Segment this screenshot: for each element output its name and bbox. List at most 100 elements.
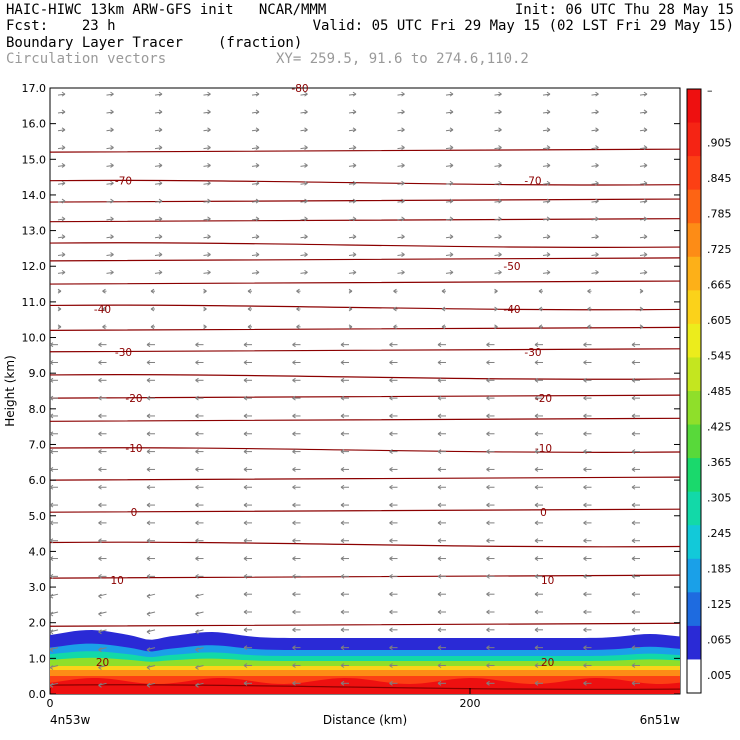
vector-arrow xyxy=(639,254,648,257)
vector-arrowhead xyxy=(534,360,539,365)
vector-arrowhead xyxy=(631,520,636,526)
vector-arrowhead xyxy=(195,360,199,365)
x-end-label: 6n51w xyxy=(640,713,681,727)
colorbar-swatch xyxy=(687,189,701,224)
vector-arrowhead xyxy=(195,431,199,437)
vector-arrowhead xyxy=(340,360,345,365)
vector-arrowhead xyxy=(583,520,587,526)
vector-arrowhead xyxy=(50,342,54,348)
colorbar-frame xyxy=(686,88,702,694)
y-axis-label: Height (km) xyxy=(3,355,17,426)
vector-arrowhead xyxy=(486,431,490,437)
vector-arrowhead xyxy=(583,502,587,508)
vector-arrowhead xyxy=(583,645,587,651)
vector-arrowhead xyxy=(486,360,490,365)
vector-arrowhead xyxy=(631,467,636,472)
vector-arrowhead xyxy=(534,538,539,544)
vector-arrow xyxy=(251,236,260,239)
contour-label-top: -80 xyxy=(291,83,308,95)
vector-arrowhead xyxy=(340,449,345,455)
vector-arrowhead xyxy=(146,395,151,401)
vector-arrowhead xyxy=(393,288,397,294)
vector-arrowhead xyxy=(389,556,393,561)
vector-arrowhead xyxy=(195,538,199,544)
vector-arrowhead xyxy=(437,377,442,383)
vector-arrowhead xyxy=(437,467,442,472)
vector-arrow xyxy=(639,129,648,132)
vector-arrowhead xyxy=(449,127,454,133)
vector-arrowhead xyxy=(98,449,102,455)
vector-arrowhead xyxy=(631,556,636,561)
colorbar-label: .605 xyxy=(707,314,732,327)
vector-arrow xyxy=(154,147,163,150)
vector-arrowhead xyxy=(441,306,446,312)
vector-arrowhead xyxy=(146,611,151,617)
vector-arrowhead xyxy=(195,377,199,383)
vector-arrow xyxy=(203,129,211,132)
vector-arrowhead xyxy=(631,342,636,348)
vector-arrow xyxy=(542,111,551,114)
colorbar-label: .785 xyxy=(707,207,732,220)
vector-arrow xyxy=(348,182,357,185)
vector-arrowhead xyxy=(207,198,211,204)
vector-arrowhead xyxy=(437,680,442,686)
vector-arrowhead xyxy=(243,591,248,597)
vector-arrowhead xyxy=(643,269,648,275)
vector-arrowhead xyxy=(534,645,539,651)
contour-line xyxy=(50,394,680,399)
contour-line xyxy=(50,348,680,353)
vector-arrowhead xyxy=(449,234,454,240)
vector-arrowhead xyxy=(546,234,551,240)
vector-arrowhead xyxy=(643,109,648,115)
vector-arrowhead xyxy=(195,467,199,472)
vector-arrowhead xyxy=(50,502,54,508)
vector-arrowhead xyxy=(631,431,636,437)
vector-arrowhead xyxy=(146,467,151,472)
contour-line xyxy=(50,508,680,513)
x-tick-label: 200 xyxy=(460,697,481,710)
vector-arrow xyxy=(251,111,260,114)
vector-arrow xyxy=(494,111,502,114)
vector-arrow xyxy=(397,147,405,150)
tracer-fill xyxy=(50,630,680,694)
vector-arrowhead xyxy=(486,395,490,401)
colorbar-swatch xyxy=(687,525,701,560)
vector-arrowhead xyxy=(437,360,442,365)
vector-arrowhead xyxy=(449,180,454,186)
vector-arrowhead xyxy=(340,377,345,383)
vector-arrowhead xyxy=(110,145,114,151)
vector-arrow xyxy=(154,271,163,274)
contour-label: 10 xyxy=(541,575,554,587)
vector-arrowhead xyxy=(389,342,393,348)
vector-arrowhead xyxy=(595,252,599,257)
colorbar-swatch xyxy=(687,458,701,493)
vector-arrowhead xyxy=(437,609,442,615)
vector-arrowhead xyxy=(437,591,442,597)
vector-arrowhead xyxy=(61,145,66,151)
vector-arrow xyxy=(106,93,114,96)
vector-arrowhead xyxy=(146,502,151,508)
vector-arrowhead xyxy=(61,269,66,275)
vector-arrowhead xyxy=(449,269,454,275)
vector-arrowhead xyxy=(583,627,587,633)
vector-arrow xyxy=(251,147,260,150)
vector-arrowhead xyxy=(340,502,345,508)
vector-arrowhead xyxy=(437,663,442,668)
vector-arrow xyxy=(445,164,454,167)
vector-arrowhead xyxy=(50,413,54,419)
vector-arrowhead xyxy=(296,306,300,312)
vector-arrowhead xyxy=(304,180,308,186)
x-start-label: 4n53w xyxy=(50,713,91,727)
vector-arrowhead xyxy=(304,234,308,240)
vector-arrowhead xyxy=(498,163,502,168)
vector-arrowhead xyxy=(158,180,163,186)
y-tick-label: 14.0 xyxy=(22,189,47,202)
y-tick-label: 3.0 xyxy=(29,581,47,594)
vector-arrowhead xyxy=(486,627,490,633)
vector-arrowhead xyxy=(631,645,636,651)
vector-arrowhead xyxy=(158,234,163,240)
vector-arrowhead xyxy=(595,269,599,275)
vector-arrowhead xyxy=(207,252,211,257)
vector-arrowhead xyxy=(340,609,345,615)
vector-arrowhead xyxy=(110,216,114,222)
